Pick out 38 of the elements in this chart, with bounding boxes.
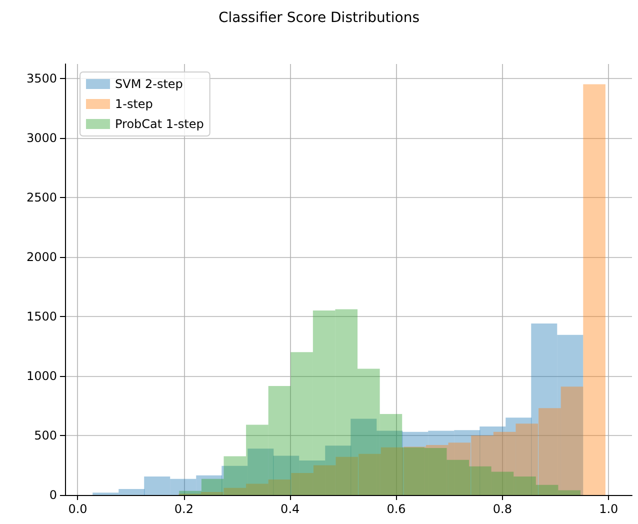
bar	[246, 424, 268, 495]
bar	[514, 476, 536, 495]
legend-label: ProbCat 1-step	[115, 117, 204, 131]
x-tick-label: 0.4	[280, 502, 300, 516]
y-tick-label: 0	[49, 488, 57, 502]
bar	[335, 309, 358, 495]
bar	[560, 386, 584, 495]
y-tick-label: 1500	[26, 309, 57, 324]
y-tick-label: 1000	[26, 368, 57, 383]
x-tick-label: 0.8	[492, 502, 512, 516]
bar	[224, 456, 246, 495]
bar	[179, 490, 202, 495]
y-tick-label: 3000	[26, 130, 57, 145]
x-tick-label: 0.0	[68, 502, 88, 516]
bar	[118, 489, 145, 495]
bar	[358, 368, 380, 495]
legend-label: 1-step	[115, 97, 153, 111]
bar	[290, 352, 313, 495]
x-tick-label: 0.6	[386, 502, 406, 516]
bar	[536, 484, 558, 495]
y-tick-label: 2500	[26, 190, 57, 204]
x-tick-label: 1.0	[599, 502, 618, 516]
chart-title: Classifier Score Distributions	[218, 10, 420, 26]
bar	[469, 466, 492, 495]
bar	[558, 490, 581, 495]
legend-label: SVM 2-step	[115, 77, 183, 91]
bar	[583, 84, 606, 495]
y-tick-label: 3500	[26, 71, 57, 86]
bar	[446, 460, 470, 495]
bar	[268, 386, 291, 495]
y-tick-label: 2000	[26, 250, 57, 264]
y-tick-label: 500	[34, 428, 57, 442]
bar	[201, 478, 224, 495]
x-tick-label: 0.2	[174, 502, 194, 516]
bar	[491, 472, 514, 495]
bar	[144, 476, 170, 495]
bar	[312, 310, 336, 495]
bar	[380, 414, 402, 495]
